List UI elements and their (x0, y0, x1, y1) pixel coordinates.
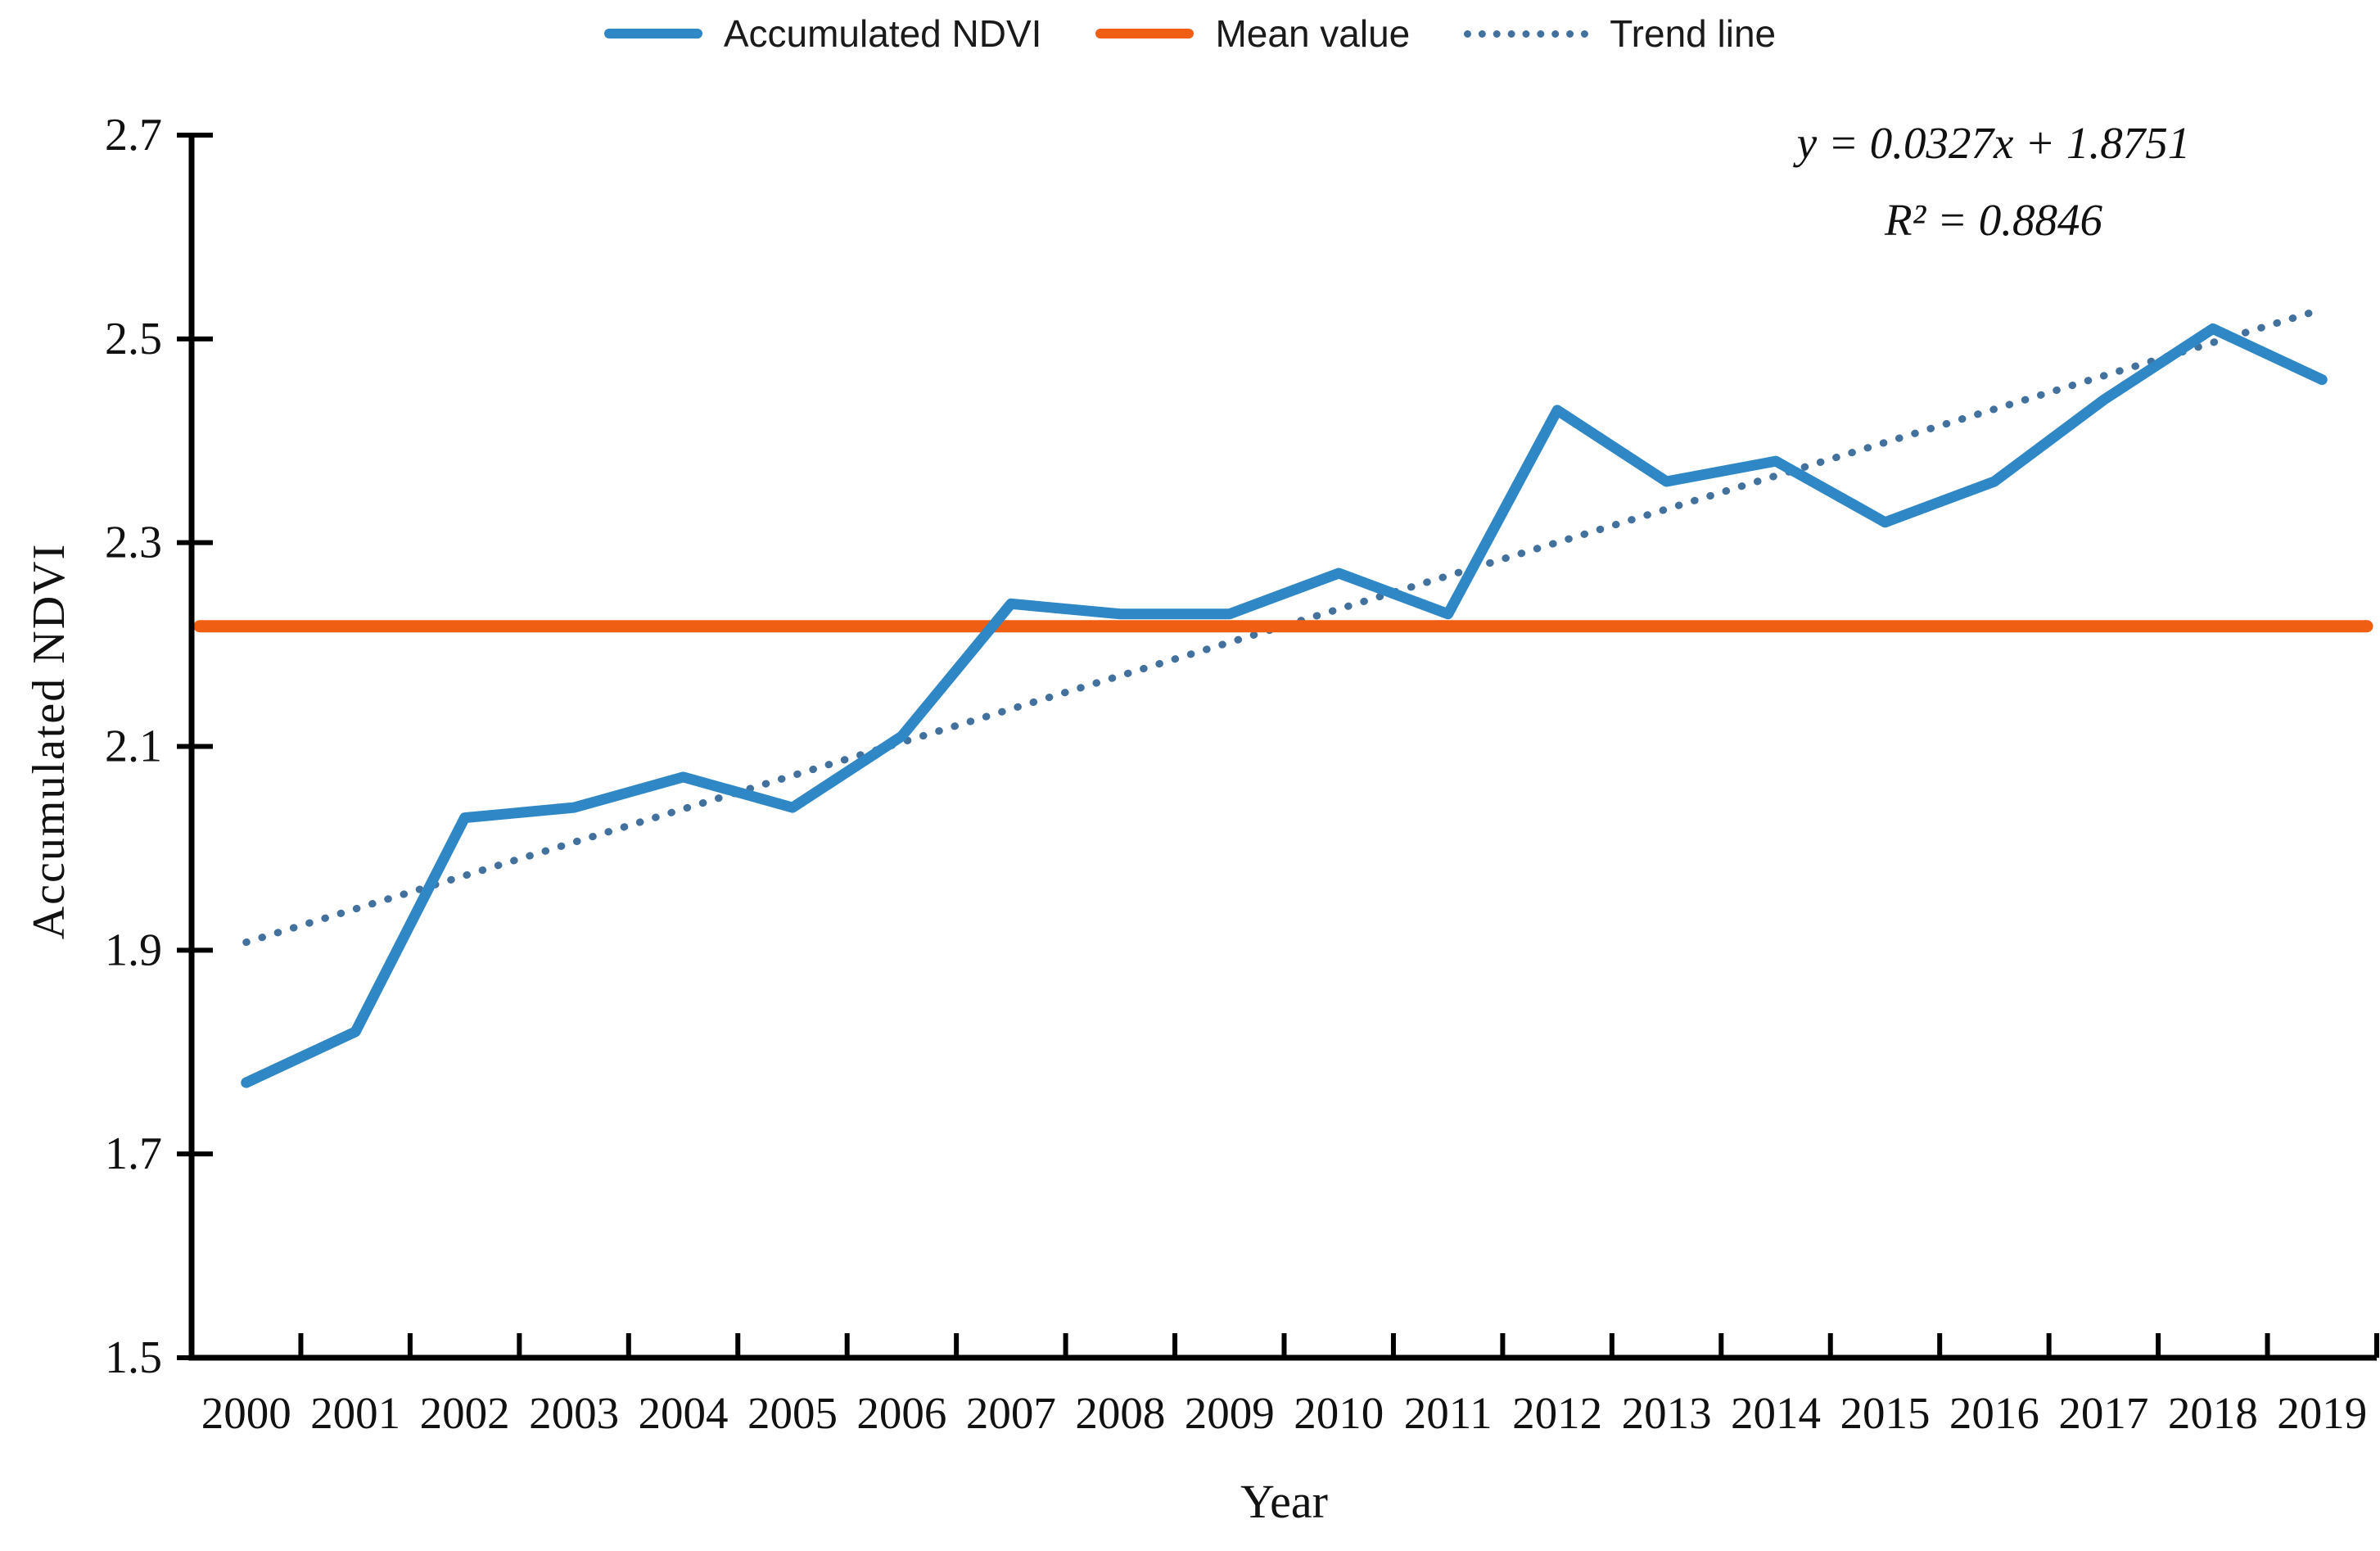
ndvi-line-swatch-icon (603, 29, 702, 38)
legend-item-trend-line: Trend line (1464, 11, 1776, 56)
regression-r-squared: R² = 0.8846 (1885, 194, 2102, 245)
x-axis-title: Year (1240, 1475, 1328, 1528)
x-tick-label: 2002 (420, 1388, 510, 1438)
x-tick-label: 2008 (1075, 1388, 1165, 1438)
x-tick-label: 2001 (310, 1388, 400, 1438)
x-tick-label: 2006 (856, 1388, 946, 1438)
legend-label: Mean value (1215, 12, 1411, 55)
axes (188, 133, 2377, 1361)
trend-line-swatch-icon (1464, 29, 1589, 38)
x-tick-label: 2019 (2277, 1388, 2367, 1438)
y-tick-label: 2.3 (105, 518, 162, 568)
x-tick-label: 2011 (1404, 1388, 1493, 1438)
legend-item-mean-value: Mean value (1095, 11, 1410, 56)
legend-item-accumulated-ndvi: Accumulated NDVI (603, 11, 1042, 56)
x-tick-label: 2018 (2168, 1388, 2258, 1438)
x-tick-label: 2005 (747, 1388, 838, 1438)
ndvi-line (241, 323, 2328, 1088)
x-tick-label: 2015 (1840, 1388, 1930, 1438)
x-tick-label: 2010 (1294, 1388, 1384, 1438)
legend-label: Accumulated NDVI (723, 12, 1042, 55)
x-tick-label: 2017 (2058, 1388, 2148, 1438)
y-tick-label: 2.7 (105, 110, 162, 161)
y-tick-label: 1.7 (105, 1128, 162, 1179)
x-tick-label: 2004 (639, 1388, 729, 1438)
x-tick-label: 2016 (1949, 1388, 2039, 1438)
regression-annotation: y = 0.0327x + 1.8751 R² = 0.8846 (1748, 105, 2239, 258)
x-tick-label: 2007 (966, 1388, 1056, 1438)
x-tick-label: 2014 (1731, 1388, 1821, 1438)
x-tick-label: 2003 (529, 1388, 619, 1438)
x-tick-label: 2013 (1622, 1388, 1712, 1438)
y-tick-label: 1.9 (105, 925, 162, 975)
regression-equation: y = 0.0327x + 1.8751 (1796, 118, 2191, 168)
legend: Accumulated NDVI Mean value Trend line (0, 11, 2380, 56)
x-tick-label: 2009 (1185, 1388, 1275, 1438)
legend-label: Trend line (1610, 12, 1777, 55)
y-tick-label: 1.5 (105, 1332, 162, 1383)
y-tick-label: 2.5 (105, 314, 162, 364)
y-tick-label: 2.1 (105, 721, 162, 772)
mean-line-swatch-icon (1095, 29, 1195, 38)
x-tick-label: 2012 (1512, 1388, 1602, 1438)
x-tick-label: 2000 (201, 1388, 291, 1438)
